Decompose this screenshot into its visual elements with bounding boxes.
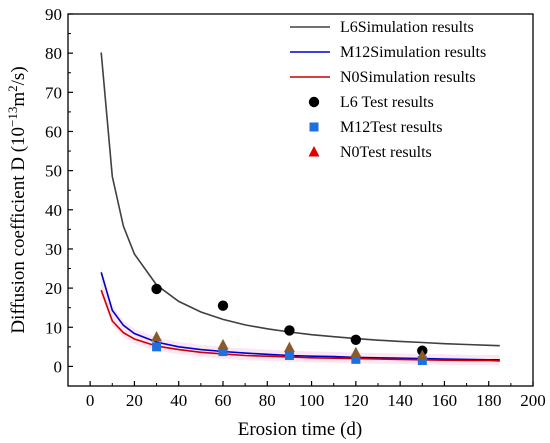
x-tick-label: 60 bbox=[215, 391, 232, 410]
data-point-5-4 bbox=[416, 349, 428, 360]
plot-shading bbox=[101, 267, 500, 366]
data-point-4-2 bbox=[284, 350, 294, 360]
y-axis-title: Diffusion coefficient D (10−13m2/s) bbox=[5, 66, 29, 333]
y-tick-label: 50 bbox=[45, 162, 62, 181]
data-point-5-2 bbox=[283, 341, 295, 353]
legend-label-5: N0Test results bbox=[340, 144, 432, 161]
legend-label-3: L6 Test results bbox=[340, 94, 434, 111]
y-axis-title-exp2: 2 bbox=[5, 85, 20, 92]
legend-label-2: N0Simulation results bbox=[340, 69, 476, 86]
y-tick-label: 90 bbox=[45, 5, 62, 24]
x-tick-label: 140 bbox=[387, 391, 413, 410]
legend-marker-5 bbox=[308, 146, 320, 157]
data-point-5-0 bbox=[151, 331, 163, 342]
x-tick-label: 180 bbox=[476, 391, 502, 410]
y-tick-label: 80 bbox=[45, 44, 62, 63]
y-tick-label: 30 bbox=[45, 240, 62, 259]
legend-marker-3 bbox=[308, 96, 320, 108]
data-point-3-2 bbox=[284, 325, 295, 336]
y-axis-title-unit: m bbox=[8, 92, 29, 107]
series-layer bbox=[100, 52, 500, 366]
legend: L6Simulation results M12Simulation result… bbox=[290, 19, 486, 161]
legend-label-4: M12Test results bbox=[340, 119, 442, 136]
series-line-0 bbox=[100, 52, 500, 347]
x-tick-label: 80 bbox=[259, 391, 276, 410]
x-tick-label: 20 bbox=[126, 391, 143, 410]
x-tick-label: 0 bbox=[86, 391, 95, 410]
data-point-3-0 bbox=[151, 283, 162, 295]
legend-label-1: M12Simulation results bbox=[340, 44, 486, 61]
data-point-5-1 bbox=[217, 338, 229, 350]
data-point-4-1 bbox=[218, 347, 228, 357]
x-axis-title: Erosion time (d) bbox=[238, 419, 363, 440]
x-tick-label: 160 bbox=[432, 391, 458, 410]
y-tick-label: 70 bbox=[45, 83, 62, 102]
data-point-4-3 bbox=[351, 354, 361, 364]
data-point-4-0 bbox=[152, 342, 162, 352]
x-tick-label: 40 bbox=[170, 391, 187, 410]
data-point-3-3 bbox=[350, 334, 362, 345]
legend-label-0: L6Simulation results bbox=[340, 19, 474, 36]
legend-marker-4 bbox=[309, 122, 319, 132]
y-tick-label: 20 bbox=[45, 279, 62, 298]
y-axis-title-end: /s) bbox=[8, 66, 29, 85]
y-axis-title-main: Diffusion coefficient D (10 bbox=[8, 127, 29, 334]
x-tick-label: 200 bbox=[520, 391, 546, 410]
data-point-4-4 bbox=[417, 356, 427, 366]
data-point-5-3 bbox=[350, 346, 362, 358]
shaded-band bbox=[101, 267, 500, 366]
ticks-layer: 0 20 40 60 80 100 120 140 160 180 200 0 10 20 30 40 50 60… bbox=[45, 5, 546, 410]
y-tick-label: 10 bbox=[45, 318, 62, 337]
data-point-3-1 bbox=[217, 300, 229, 311]
x-tick-label: 120 bbox=[343, 391, 369, 410]
y-tick-label: 0 bbox=[54, 357, 63, 376]
y-axis-title-exp1: −13 bbox=[5, 107, 20, 127]
y-tick-label: 60 bbox=[45, 122, 62, 141]
y-tick-label: 40 bbox=[45, 201, 62, 220]
plot-frame bbox=[67, 13, 534, 387]
x-tick-label: 100 bbox=[299, 391, 325, 410]
